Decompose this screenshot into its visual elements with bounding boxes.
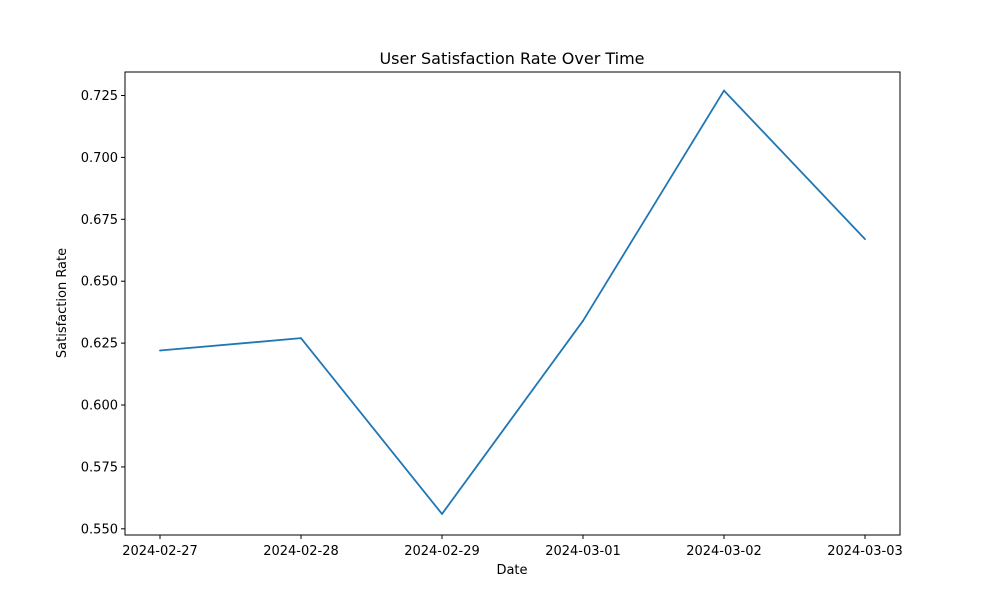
- y-tick-label: 0.575: [81, 460, 118, 475]
- data-point: [159, 349, 161, 352]
- y-tick-label: 0.550: [81, 522, 118, 537]
- x-tick-label: 2024-02-29: [404, 544, 480, 559]
- series-group: [159, 89, 866, 515]
- y-tick-label: 0.650: [81, 275, 118, 290]
- data-point: [864, 238, 866, 241]
- x-tick-label: 2024-03-03: [827, 544, 903, 559]
- x-axis: 2024-02-27 2024-02-28 2024-02-29 2024-03-01…: [122, 535, 903, 559]
- x-tick-label: 2024-03-01: [545, 544, 621, 559]
- series-line: [159, 89, 866, 515]
- x-tick-label: 2024-03-02: [686, 544, 762, 559]
- y-tick-label: 0.625: [81, 337, 118, 352]
- y-tick-label: 0.600: [81, 399, 118, 414]
- data-point: [582, 319, 584, 322]
- y-axis: 0.550 0.575 0.600 0.625 0.650 0.675 0.700 0.725: [81, 89, 125, 537]
- chart-title: User Satisfaction Rate Over Time: [379, 49, 644, 68]
- data-point: [723, 89, 725, 92]
- data-point: [300, 337, 302, 340]
- y-axis-label: Satisfaction Rate: [55, 248, 70, 358]
- x-tick-label: 2024-02-28: [263, 544, 339, 559]
- plot-frame: [124, 71, 901, 536]
- x-axis-label: Date: [496, 563, 527, 578]
- y-tick-label: 0.700: [81, 151, 118, 166]
- y-tick-label: 0.675: [81, 213, 118, 228]
- data-point: [441, 513, 443, 515]
- y-tick-label: 0.725: [81, 89, 118, 104]
- x-tick-label: 2024-02-27: [122, 544, 198, 559]
